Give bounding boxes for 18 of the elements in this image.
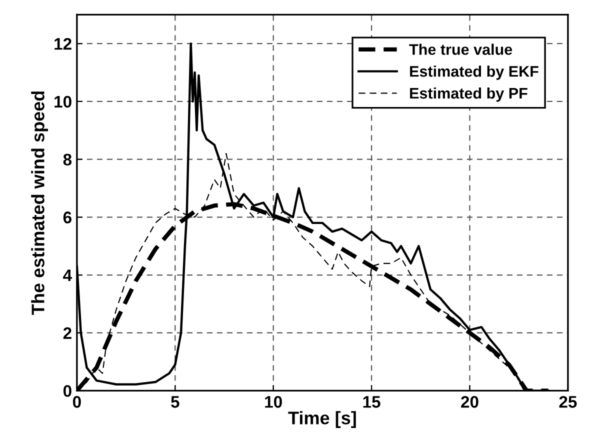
x-tick-label: 10 <box>265 396 282 408</box>
legend-label: Estimated by PF <box>410 87 528 102</box>
x-tick-label: 25 <box>559 396 577 408</box>
y-tick-label: 4 <box>63 270 72 282</box>
legend-label: The true value <box>409 44 512 55</box>
x-axis-title: Time [s] <box>288 411 356 428</box>
y-tick-label: 6 <box>63 212 72 224</box>
x-tick-label: 15 <box>363 396 380 408</box>
legend-label: Estimated by EKF <box>410 66 538 80</box>
x-tick-label: 0 <box>72 396 81 408</box>
y-axis-title: The estimated wind speed <box>31 92 48 315</box>
y-tick-label: 12 <box>54 38 72 50</box>
x-tick-label: 5 <box>171 396 180 408</box>
y-tick-label: 2 <box>63 327 72 339</box>
x-tick-label: 20 <box>461 396 478 408</box>
y-tick-label: 8 <box>63 154 72 166</box>
y-tick-label: 0 <box>63 385 72 397</box>
y-tick-label: 10 <box>54 96 72 108</box>
